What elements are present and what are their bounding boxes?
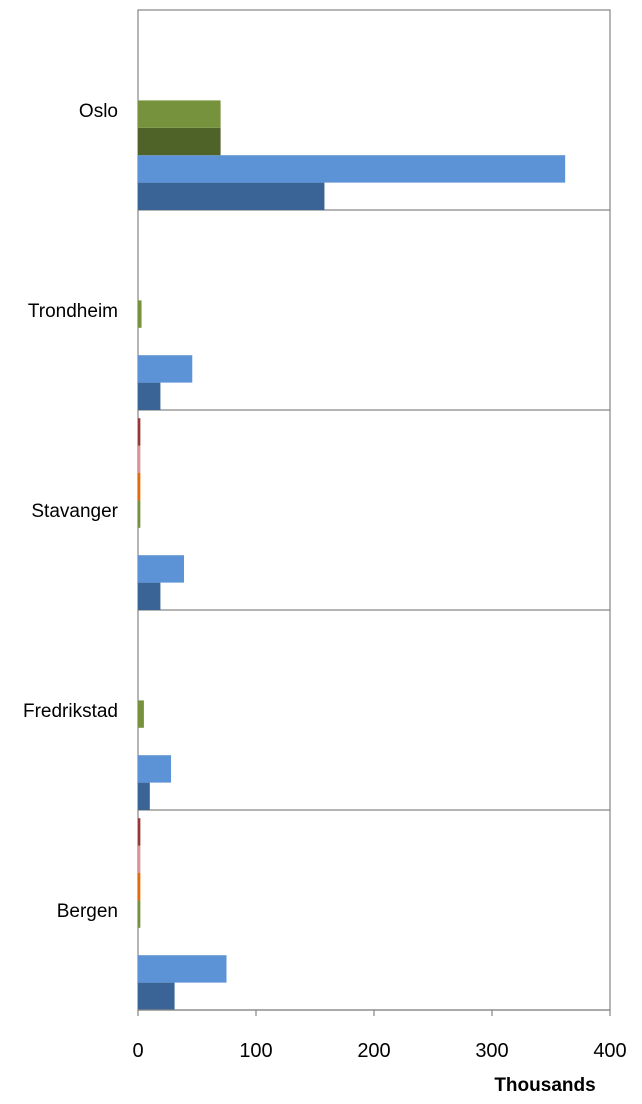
bar-oslo-s3 xyxy=(138,127,221,156)
bar-marks xyxy=(138,100,566,1010)
x-tick-label: 100 xyxy=(239,1040,272,1062)
bar-bergen-s7 xyxy=(138,818,141,846)
bar-bergen-s5 xyxy=(138,873,141,901)
x-axis-unit-label: Thousands xyxy=(494,1075,595,1096)
bar-stavanger-s7 xyxy=(138,418,141,446)
bar-trondheim-s1 xyxy=(138,382,161,410)
x-tick-label: 300 xyxy=(475,1040,508,1062)
category-label-bergen: Bergen xyxy=(57,901,118,922)
bar-oslo-s2 xyxy=(138,155,566,183)
bar-stavanger-s1 xyxy=(138,582,161,610)
x-axis: 0 100 200 300 400 xyxy=(132,1009,627,1062)
bar-stavanger-s2 xyxy=(138,555,185,583)
bar-bergen-s2 xyxy=(138,955,227,983)
bar-fredrikstad-s4 xyxy=(138,700,144,728)
bar-fredrikstad-s1 xyxy=(138,782,150,810)
category-label-fredrikstad: Fredrikstad xyxy=(23,701,118,722)
bar-trondheim-s2 xyxy=(138,355,193,383)
bar-stavanger-s5 xyxy=(138,473,141,501)
bar-fredrikstad-s2 xyxy=(138,755,172,783)
bar-oslo-s1 xyxy=(138,182,325,210)
bar-bergen-s1 xyxy=(138,982,175,1010)
bar-bergen-s4 xyxy=(138,900,141,928)
x-tick-label: 400 xyxy=(593,1040,626,1062)
bar-bergen-s6 xyxy=(138,845,141,873)
x-tick-label: 0 xyxy=(132,1040,143,1062)
bar-stavanger-s6 xyxy=(138,445,141,473)
bar-oslo-s4 xyxy=(138,100,221,128)
category-label-oslo: Oslo xyxy=(79,101,118,122)
category-label-trondheim: Trondheim xyxy=(28,301,118,322)
category-label-stavanger: Stavanger xyxy=(31,501,118,522)
bar-trondheim-s4 xyxy=(138,300,142,328)
category-labels: Oslo Trondheim Stavanger Fredrikstad Bergen xyxy=(23,101,119,922)
bar-stavanger-s4 xyxy=(138,500,141,528)
x-tick-label: 200 xyxy=(357,1040,390,1062)
